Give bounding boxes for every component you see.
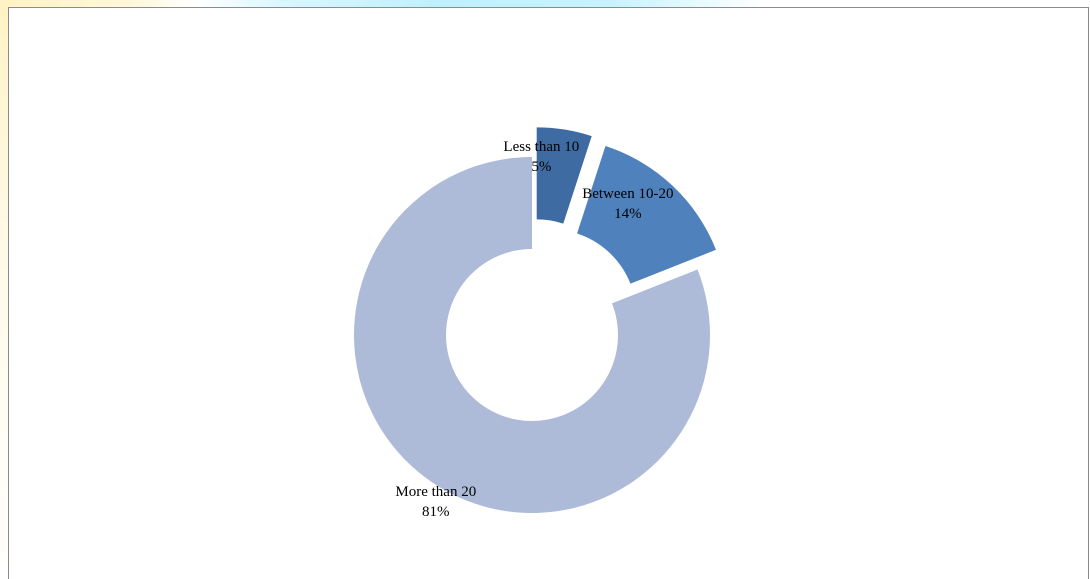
doughnut-chart: Less than 10 5% Between 10-20 14% More than …: [354, 127, 716, 520]
labels-layer: Less than 10 5% Between 10-20 14% More than …: [395, 139, 673, 520]
slice-value-between-10-20: 14%: [614, 206, 642, 222]
slice-label-less-than-10: Less than 10: [503, 139, 579, 155]
slice-label-more-than-20: More than 20: [395, 484, 476, 500]
slice-label-between-10-20: Between 10-20: [582, 186, 673, 202]
slices-layer: [354, 127, 716, 513]
slice-less-than-10: [536, 127, 592, 224]
slice-between-10-20: [577, 146, 716, 284]
chart-area: Less than 10 5% Between 10-20 14% More than …: [8, 7, 1089, 579]
slice-more-than-20: [354, 157, 711, 513]
slice-value-more-than-20: 81%: [422, 504, 450, 520]
top-decor-strip: [0, 0, 1090, 8]
slice-value-less-than-10: 5%: [531, 159, 551, 175]
left-decor-strip: [0, 0, 8, 579]
